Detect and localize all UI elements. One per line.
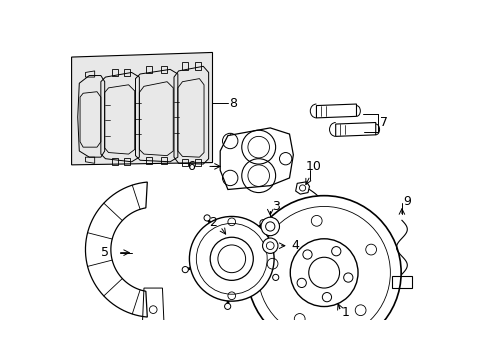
Polygon shape (71, 53, 212, 165)
Circle shape (272, 274, 278, 280)
Text: 2: 2 (209, 216, 217, 229)
Circle shape (246, 195, 400, 350)
Circle shape (189, 216, 274, 301)
Text: 4: 4 (290, 239, 298, 252)
Circle shape (182, 266, 188, 273)
Circle shape (261, 217, 279, 236)
Text: 6: 6 (186, 160, 194, 173)
Circle shape (224, 303, 230, 310)
Polygon shape (316, 104, 356, 118)
Text: 3: 3 (271, 200, 279, 213)
Polygon shape (220, 128, 293, 189)
Text: 1: 1 (341, 306, 349, 319)
Circle shape (290, 239, 357, 306)
Text: 5: 5 (101, 246, 108, 259)
Circle shape (210, 237, 253, 280)
Text: 7: 7 (380, 116, 387, 129)
Circle shape (260, 220, 265, 226)
Circle shape (203, 215, 210, 221)
Text: 9: 9 (403, 194, 410, 208)
Text: 10: 10 (305, 160, 321, 173)
Circle shape (262, 238, 277, 253)
Text: 8: 8 (229, 97, 237, 110)
Polygon shape (335, 122, 375, 136)
